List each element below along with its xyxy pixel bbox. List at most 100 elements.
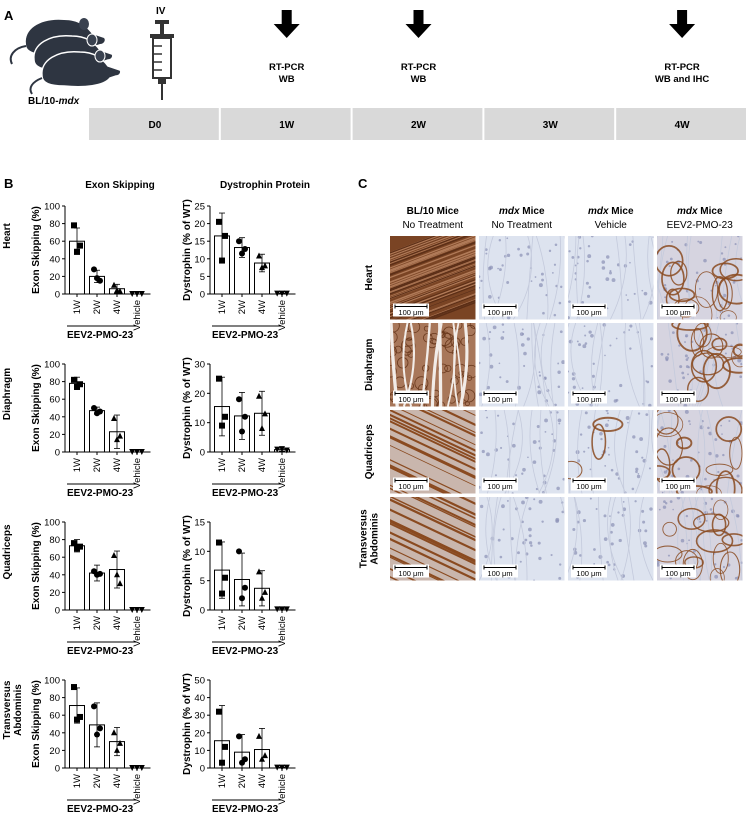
- y-tick-label: 25: [194, 202, 205, 213]
- y-axis-label: Exon Skipping (%): [31, 680, 42, 768]
- mouse-strain-label: BL/10-mdx: [28, 96, 80, 107]
- data-point: [279, 290, 285, 297]
- data-point: [279, 606, 285, 613]
- y-tick-label: 30: [194, 360, 205, 371]
- y-axis-label: Exon Skipping (%): [31, 522, 42, 610]
- panel-b-letter: B: [4, 176, 13, 191]
- x-tick-label: 2W: [237, 616, 248, 630]
- data-point: [256, 568, 262, 575]
- scale-bar-label: 100 μm: [487, 308, 512, 317]
- data-point: [114, 436, 120, 443]
- bar: [69, 545, 85, 611]
- data-point: [129, 765, 136, 771]
- scale-bar-label: 100 μm: [487, 395, 512, 404]
- ihc-header-text: Mice: [609, 206, 634, 217]
- data-point: [283, 764, 290, 771]
- x-tick-label: Vehicle: [132, 616, 143, 647]
- x-tick-label: 4W: [257, 774, 268, 788]
- ihc-image: 100 μm: [479, 323, 565, 407]
- y-tick-label: 20: [49, 588, 60, 599]
- timepoint-label: 3W: [543, 120, 559, 131]
- y-tick-label: 15: [194, 237, 205, 248]
- y-tick-label: 100: [44, 360, 60, 371]
- data-point: [222, 413, 228, 420]
- data-point: [274, 290, 281, 297]
- data-point: [94, 410, 100, 417]
- ihc-image: 100 μm: [568, 497, 654, 581]
- x-tick-label: 2W: [237, 458, 248, 472]
- panel-c-letter: C: [358, 176, 368, 191]
- y-tick-label: 15: [194, 518, 205, 529]
- data-point: [222, 232, 228, 239]
- x-tick-label: 1W: [72, 774, 83, 788]
- assay-label: RT-PCR: [401, 62, 437, 73]
- data-point: [274, 764, 281, 771]
- data-point: [242, 413, 248, 420]
- x-tick-label: 2W: [92, 616, 103, 630]
- y-tick-label: 100: [44, 676, 60, 687]
- ihc-column-subheader: Vehicle: [595, 220, 628, 231]
- data-point: [129, 449, 136, 455]
- ihc-grid: BL/10 Mice No Treatment mdx Mice No Treatme…: [359, 206, 743, 581]
- data-point: [138, 291, 145, 297]
- data-point: [279, 446, 285, 453]
- data-point: [256, 392, 262, 399]
- timeline-cell: [220, 108, 351, 140]
- ihc-image: 100 μm: [568, 236, 654, 320]
- y-tick-label: 20: [194, 728, 205, 739]
- scale-bar-label: 100 μm: [398, 569, 423, 578]
- group-label: EEV2-PMO-23: [212, 646, 279, 657]
- y-tick-label: 0: [55, 448, 60, 459]
- assay-label: WB: [411, 74, 427, 85]
- scale-bar-label: 100 μm: [576, 482, 601, 491]
- ihc-image: 100 μm: [390, 236, 476, 320]
- data-point: [242, 584, 248, 591]
- data-point: [117, 580, 123, 587]
- y-tick-label: 30: [194, 711, 205, 722]
- data-point: [129, 607, 136, 613]
- timepoint-label: 2W: [411, 120, 427, 131]
- group-label: EEV2-PMO-23: [67, 646, 134, 657]
- data-point: [239, 759, 245, 766]
- data-point: [74, 545, 80, 552]
- tissue-row-label: Heart: [2, 223, 13, 249]
- data-point: [216, 218, 222, 225]
- ihc-image: 100 μm: [568, 410, 654, 494]
- assay-label: RT-PCR: [269, 62, 305, 73]
- x-tick-label: 4W: [112, 616, 123, 630]
- ihc-column-header: mdx Mice: [588, 206, 634, 217]
- x-tick-label: 2W: [92, 300, 103, 314]
- ihc-image: 100 μm: [568, 323, 654, 407]
- ihc-image: 100 μm: [479, 497, 565, 581]
- scale-bar-label: 100 μm: [576, 569, 601, 578]
- timepoint-label: 4W: [675, 120, 691, 131]
- arrow-down-icon: [405, 10, 432, 38]
- data-point: [283, 290, 290, 297]
- ihc-image: 100 μm: [657, 497, 743, 581]
- tissue-row-label: Diaphragm: [2, 368, 13, 420]
- tissue-row-label: Abdominis: [13, 684, 24, 736]
- scale-bar-label: 100 μm: [665, 482, 690, 491]
- x-tick-label: 4W: [112, 300, 123, 314]
- data-point: [114, 571, 120, 578]
- data-point: [262, 588, 268, 595]
- y-tick-label: 10: [194, 746, 205, 757]
- arrow-down-icon: [669, 10, 696, 38]
- x-tick-label: Vehicle: [277, 616, 288, 647]
- data-point: [236, 238, 242, 245]
- data-point: [71, 376, 77, 383]
- data-point: [236, 733, 242, 740]
- data-point: [222, 743, 228, 750]
- ihc-header-strain: mdx: [677, 206, 698, 217]
- group-label: EEV2-PMO-23: [212, 330, 279, 341]
- data-point: [236, 548, 242, 555]
- y-tick-label: 5: [200, 576, 205, 587]
- y-tick-label: 20: [194, 389, 205, 400]
- y-tick-label: 0: [200, 764, 205, 775]
- y-tick-label: 60: [49, 395, 60, 406]
- x-tick-label: 2W: [92, 774, 103, 788]
- y-axis-label: Dystrophin (% of WT): [182, 515, 193, 617]
- x-tick-label: Vehicle: [277, 774, 288, 805]
